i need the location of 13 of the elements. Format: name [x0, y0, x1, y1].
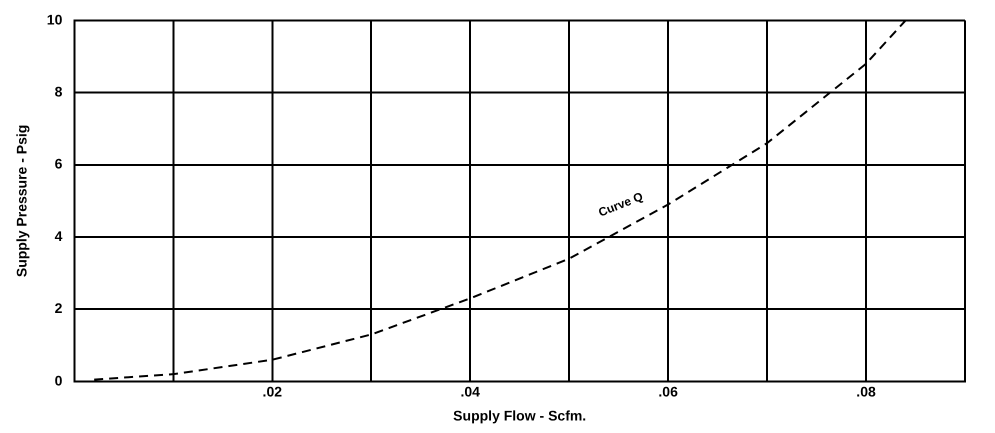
x-axis-title: Supply Flow - Scfm.: [453, 407, 586, 424]
y-tick-label: 10: [46, 11, 63, 28]
x-tick-label: .04: [460, 384, 480, 400]
x-tick-label: .08: [856, 384, 876, 400]
annotation: Curve Q: [596, 189, 645, 220]
x-tick-label: .02: [262, 384, 282, 400]
y-axis-title: Supply Pressure - Psig: [13, 124, 30, 278]
y-tick-label: 4: [54, 228, 63, 244]
y-tick-label: 0: [54, 372, 63, 388]
y-tick-label: 2: [54, 300, 63, 316]
y-tick-label: 6: [54, 156, 63, 172]
x-tick-label: .06: [658, 384, 678, 400]
y-tick-label: 8: [54, 83, 63, 100]
